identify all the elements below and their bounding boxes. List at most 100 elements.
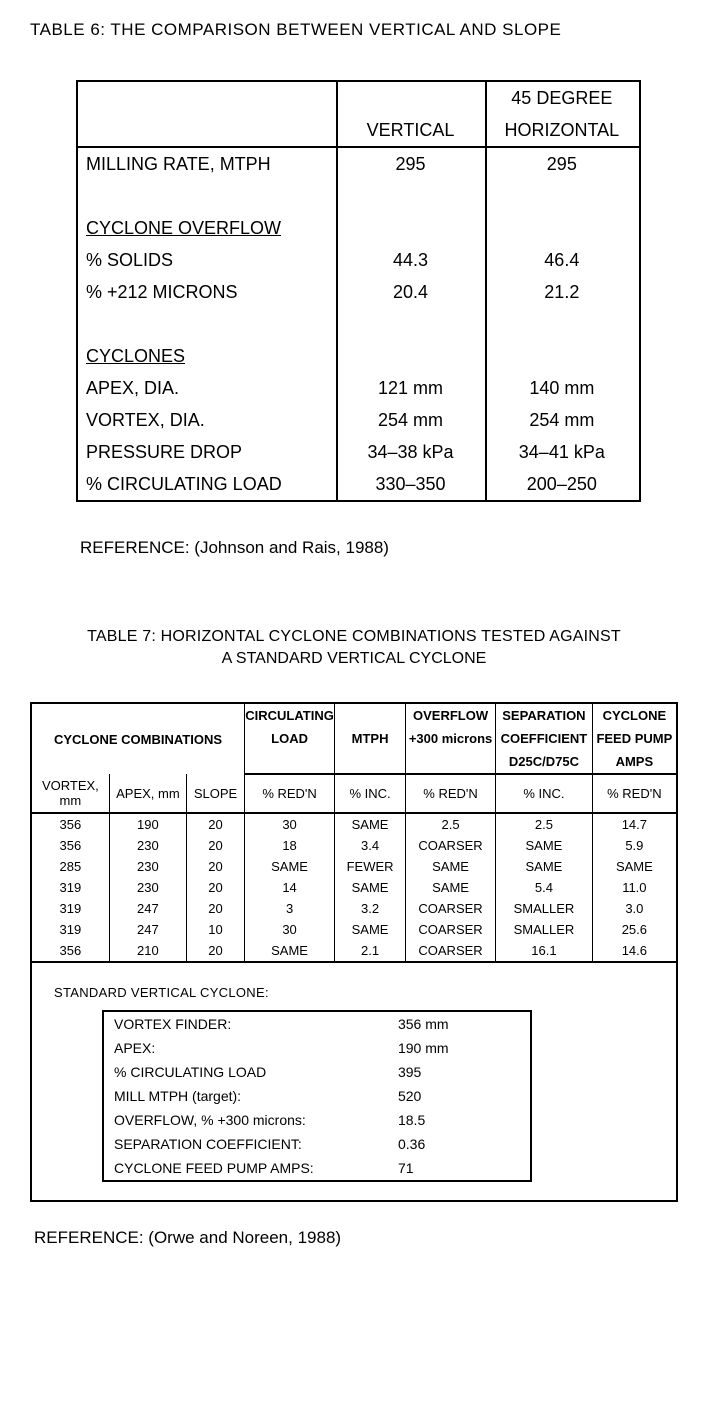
- table-row: 28523020SAMEFEWERSAMESAMESAME: [32, 856, 676, 877]
- t7-cell-pump: 3.0: [592, 898, 676, 919]
- t7-head-sep-mid: COEFFICIENT: [496, 727, 593, 750]
- table7-title-line2: A STANDARD VERTICAL CYCLONE: [24, 650, 684, 668]
- t7b-key: MILL MTPH (target):: [103, 1084, 388, 1108]
- table-row: VORTEX FINDER:356 mm: [103, 1011, 531, 1036]
- t7b-val: 18.5: [388, 1108, 531, 1132]
- t7-std-label: STANDARD VERTICAL CYCLONE:: [54, 985, 676, 1000]
- table-row: MILL MTPH (target):520: [103, 1084, 531, 1108]
- t7b-key: CYCLONE FEED PUMP AMPS:: [103, 1156, 388, 1181]
- t7-cell-pump: 14.7: [592, 813, 676, 835]
- table7-standard: VORTEX FINDER:356 mmAPEX:190 mm% CIRCULA…: [102, 1010, 532, 1182]
- t7-head-sep-bot: D25C/D75C: [496, 750, 593, 774]
- t7-sub-mtph: % INC.: [335, 774, 406, 813]
- t7-cell-circ: 30: [244, 919, 334, 940]
- t7-cell-sep: SMALLER: [496, 919, 593, 940]
- t7-sub-pump: % RED'N: [592, 774, 676, 813]
- t6-milling-h: 295: [486, 147, 640, 180]
- table-row: 35621020SAME2.1COARSER16.114.6: [32, 940, 676, 962]
- t7-head-sep-top: SEPARATION: [496, 704, 593, 727]
- t7-cell-sep: SAME: [496, 856, 593, 877]
- t7-cell-sep: SAME: [496, 835, 593, 856]
- t7-sub-sep: % INC.: [496, 774, 593, 813]
- t7-cell-sep: 5.4: [496, 877, 593, 898]
- t7b-val: 395: [388, 1060, 531, 1084]
- t7-head-circ-bot: LOAD: [244, 727, 334, 750]
- t7-cell-mtph: 3.2: [335, 898, 406, 919]
- t7-cell-pump: 5.9: [592, 835, 676, 856]
- t7-sub-circ: % RED'N: [244, 774, 334, 813]
- t7-cell-sl: 20: [187, 835, 245, 856]
- t6-212-v: 20.4: [337, 276, 485, 308]
- table-row: APEX:190 mm: [103, 1036, 531, 1060]
- t7b-key: % CIRCULATING LOAD: [103, 1060, 388, 1084]
- t7-cell-vx: 319: [32, 919, 109, 940]
- table-row: % CIRCULATING LOAD395: [103, 1060, 531, 1084]
- t7-cell-sl: 20: [187, 813, 245, 835]
- t7-cell-ovf: COARSER: [405, 919, 495, 940]
- t6-pdrop-v: 34–38 kPa: [337, 436, 485, 468]
- table-row: OVERFLOW, % +300 microns:18.5: [103, 1108, 531, 1132]
- t7-cell-vx: 356: [32, 813, 109, 835]
- t7-cell-mtph: 2.1: [335, 940, 406, 962]
- table6-title: TABLE 6: THE COMPARISON BETWEEN VERTICAL…: [30, 20, 684, 40]
- t6-apex-label: APEX, DIA.: [77, 372, 337, 404]
- t7-cell-ovf: COARSER: [405, 835, 495, 856]
- t7-cell-ap: 230: [109, 856, 186, 877]
- t7-cell-circ: 18: [244, 835, 334, 856]
- t7-sub-slope: SLOPE: [187, 774, 245, 813]
- t6-pdrop-h: 34–41 kPa: [486, 436, 640, 468]
- t7-sub-ovf: % RED'N: [405, 774, 495, 813]
- t7-cell-sep: SMALLER: [496, 898, 593, 919]
- t7-cell-sl: 10: [187, 919, 245, 940]
- t7-cell-ovf: SAME: [405, 856, 495, 877]
- t7-cell-circ: SAME: [244, 856, 334, 877]
- t7-cell-pump: 25.6: [592, 919, 676, 940]
- t7-cell-vx: 319: [32, 898, 109, 919]
- t6-apex-v: 121 mm: [337, 372, 485, 404]
- t7-cell-ovf: COARSER: [405, 940, 495, 962]
- t6-vortex-v: 254 mm: [337, 404, 485, 436]
- t7-head-ovf-bot: +300 microns: [405, 727, 495, 750]
- table-row: 3192472033.2COARSERSMALLER3.0: [32, 898, 676, 919]
- t7-cell-vx: 356: [32, 835, 109, 856]
- table-row: 3561902030SAME2.52.514.7: [32, 813, 676, 835]
- t7-cell-ap: 247: [109, 919, 186, 940]
- t7-cell-vx: 319: [32, 877, 109, 898]
- t7-head-pump-mid: FEED PUMP: [592, 727, 676, 750]
- t7-head-combo: CYCLONE COMBINATIONS: [32, 704, 244, 774]
- t7-cell-ovf: SAME: [405, 877, 495, 898]
- t7-head-ovf-top: OVERFLOW: [405, 704, 495, 727]
- t7b-val: 71: [388, 1156, 531, 1181]
- t7b-val: 520: [388, 1084, 531, 1108]
- t7-cell-ap: 190: [109, 813, 186, 835]
- t7-cell-mtph: 3.4: [335, 835, 406, 856]
- table7-reference: REFERENCE: (Orwe and Noreen, 1988): [34, 1228, 684, 1248]
- t7-cell-ap: 230: [109, 877, 186, 898]
- t6-milling-label: MILLING RATE, MTPH: [77, 147, 337, 180]
- table-row: 3192471030SAMECOARSERSMALLER25.6: [32, 919, 676, 940]
- t7-cell-sep: 16.1: [496, 940, 593, 962]
- t7b-key: APEX:: [103, 1036, 388, 1060]
- t7-cell-pump: 14.6: [592, 940, 676, 962]
- t7-cell-vx: 356: [32, 940, 109, 962]
- t7-cell-pump: 11.0: [592, 877, 676, 898]
- t6-vortex-h: 254 mm: [486, 404, 640, 436]
- t7-cell-ovf: COARSER: [405, 898, 495, 919]
- t7-cell-ovf: 2.5: [405, 813, 495, 835]
- t7-cell-sl: 20: [187, 898, 245, 919]
- table7: CYCLONE COMBINATIONS CIRCULATING OVERFLO…: [32, 704, 676, 963]
- t6-vortex-label: VORTEX, DIA.: [77, 404, 337, 436]
- t6-circ-label: % CIRCULATING LOAD: [77, 468, 337, 501]
- t6-milling-v: 295: [337, 147, 485, 180]
- t7-cell-circ: SAME: [244, 940, 334, 962]
- table6-reference: REFERENCE: (Johnson and Rais, 1988): [80, 538, 684, 558]
- t7-cell-circ: 14: [244, 877, 334, 898]
- t6-cyclones-section: CYCLONES: [86, 346, 185, 367]
- t7-head-mtph: MTPH: [335, 727, 406, 750]
- t7-cell-circ: 3: [244, 898, 334, 919]
- t7-cell-sl: 20: [187, 940, 245, 962]
- t7b-val: 0.36: [388, 1132, 531, 1156]
- t7-cell-sep: 2.5: [496, 813, 593, 835]
- t6-col1: VERTICAL: [337, 114, 485, 147]
- t6-solids-h: 46.4: [486, 244, 640, 276]
